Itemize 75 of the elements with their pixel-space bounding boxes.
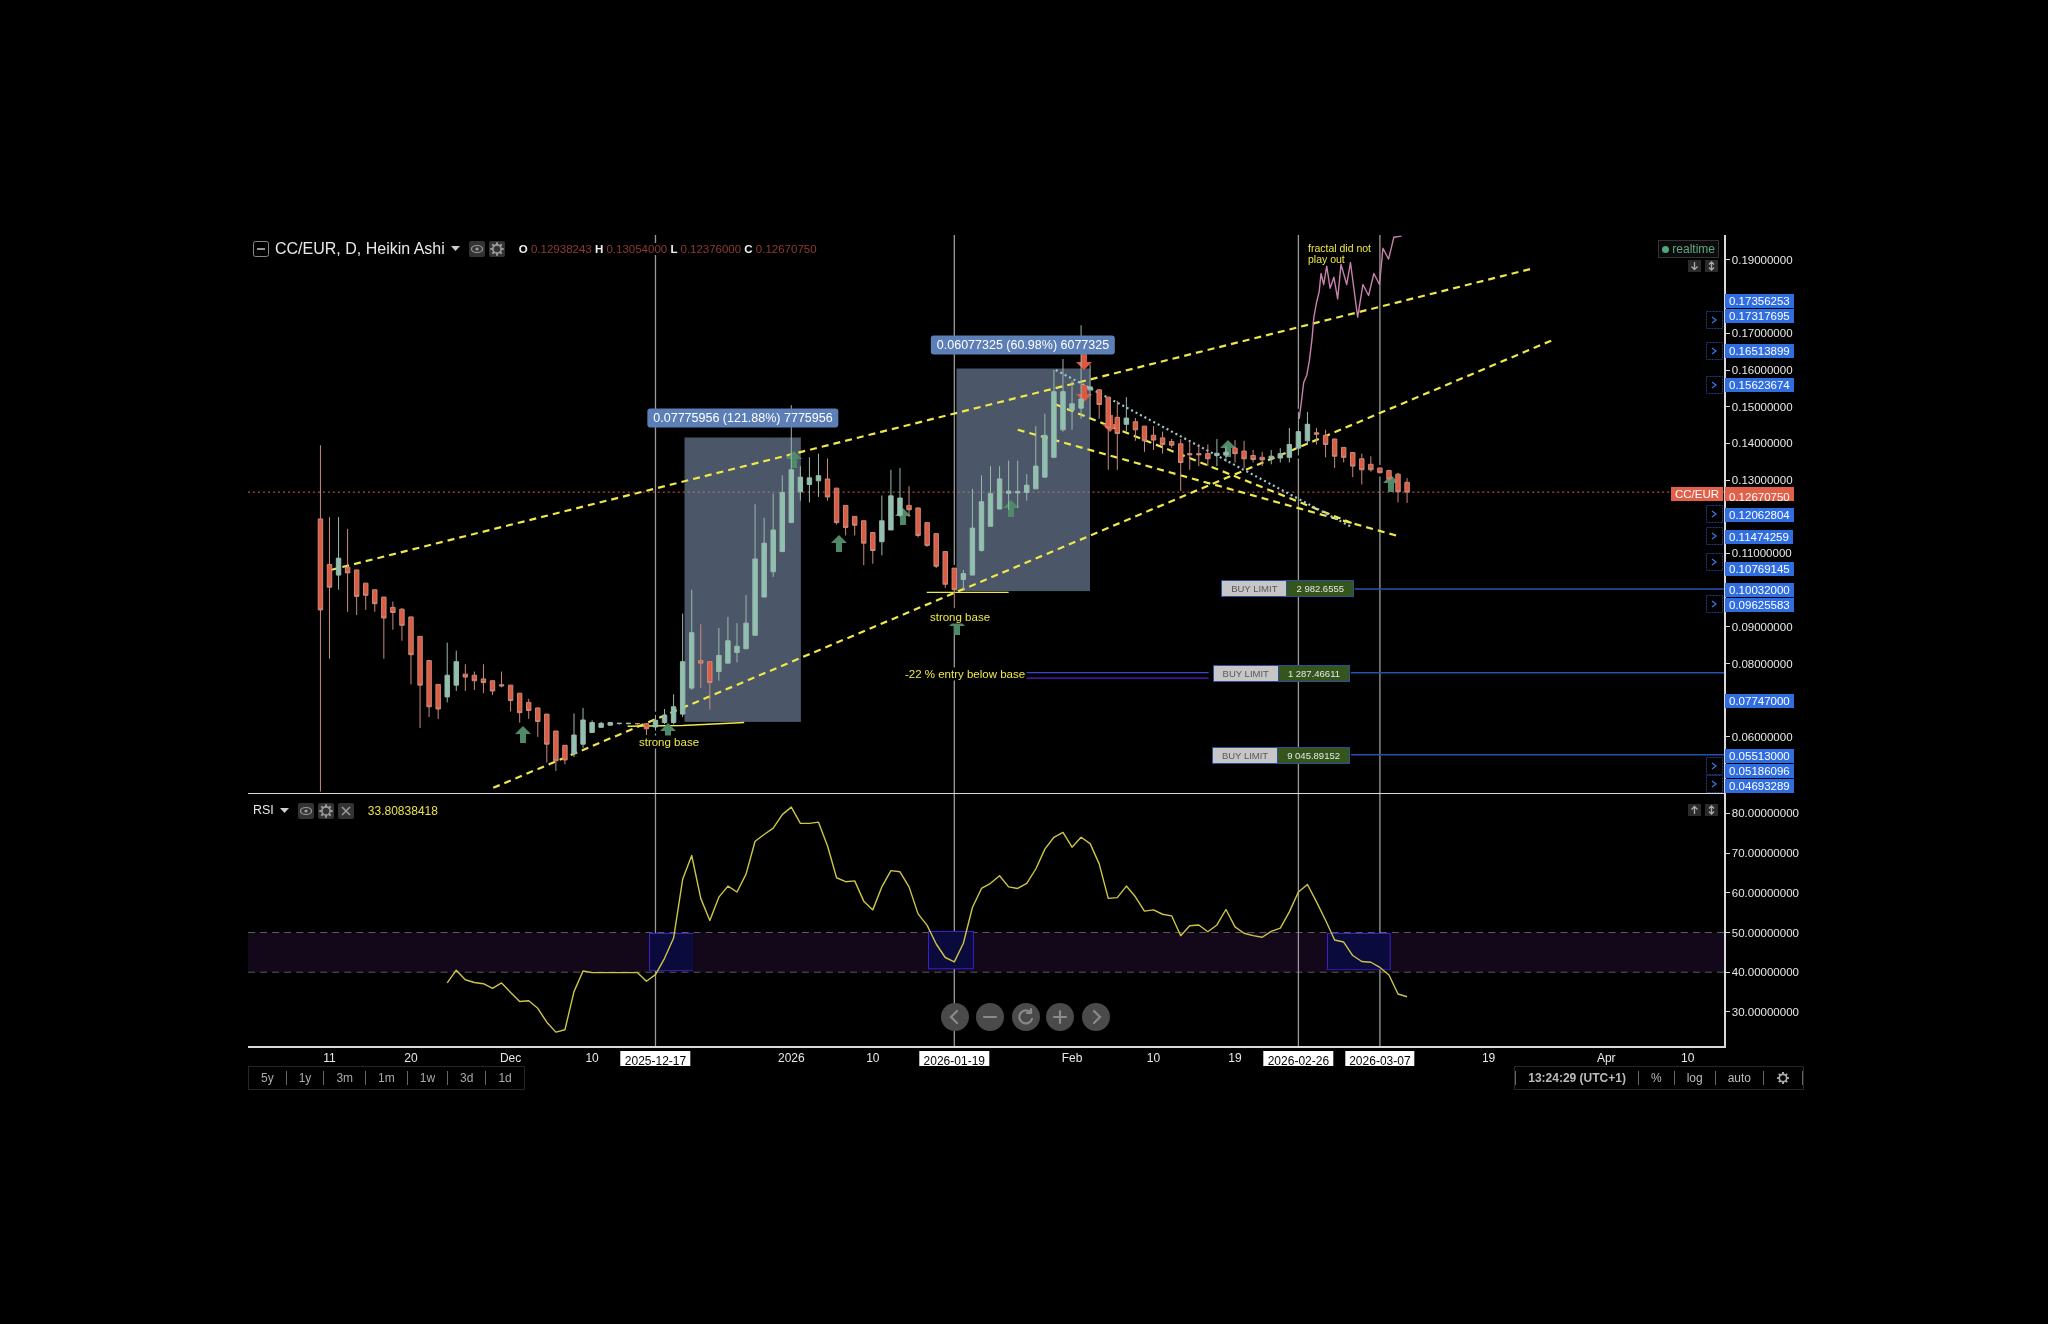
text: 1y xyxy=(298,1071,312,1085)
y-tick-label: 0.06000000 xyxy=(1731,730,1793,743)
text: RSI xyxy=(253,802,274,819)
text: 0.05513000 xyxy=(1725,749,1794,763)
ref-line-label: 2026-03-07 xyxy=(1349,1054,1411,1068)
ref-line-label: 2026-01-19 xyxy=(923,1054,985,1068)
text: 13:24:29 (UTC+1) xyxy=(1528,1071,1626,1085)
text: log xyxy=(1686,1071,1703,1085)
annotation: realtime xyxy=(1672,241,1715,257)
text: 0.05186096 xyxy=(1725,764,1794,778)
text: 0.12062804 xyxy=(1725,508,1794,522)
x-tick-label: 20 xyxy=(404,1050,418,1065)
text: % xyxy=(1650,1071,1662,1085)
x-tick-label: 2026 xyxy=(777,1050,805,1065)
y-tick-label: 60.00000000 xyxy=(1731,886,1799,899)
y-tick-label: 0.17000000 xyxy=(1731,327,1793,340)
x-tick-label: Apr xyxy=(1596,1050,1616,1065)
y-tick-label: 50.00000000 xyxy=(1731,926,1799,939)
chart-title: CC/EUR, D, Heikin Ashi xyxy=(275,239,445,258)
annotation: CC/EUR xyxy=(1670,487,1723,502)
annotation: strong base xyxy=(637,735,701,749)
text: 0.17317695 xyxy=(1725,309,1794,323)
y-tick-label: 0.13000000 xyxy=(1731,474,1793,487)
text: 0.10769145 xyxy=(1725,562,1794,576)
text: 0.09625583 xyxy=(1725,598,1794,612)
text: 0.17356253 xyxy=(1725,294,1794,308)
text: 5y xyxy=(261,1071,274,1085)
text: 3d xyxy=(460,1071,474,1085)
x-tick-label: 10 xyxy=(1681,1050,1695,1065)
ref-line-label: 0.12670750 xyxy=(1729,491,1790,504)
y-tick-label: 30.00000000 xyxy=(1731,1005,1799,1018)
x-tick-label: 10 xyxy=(585,1050,600,1065)
annotation: BUY LIMIT xyxy=(1221,580,1288,597)
text: 0.04693289 xyxy=(1725,779,1794,793)
annotation: 9 045.89152 xyxy=(1278,747,1350,764)
y-tick-label: 70.00000000 xyxy=(1731,847,1799,860)
text: 0.15623674 xyxy=(1725,378,1794,392)
text: 1d xyxy=(498,1071,512,1085)
x-tick-label: 11 xyxy=(323,1050,337,1065)
y-tick-label: 0.14000000 xyxy=(1731,437,1793,450)
text: 33.80838418 xyxy=(365,803,440,818)
y-tick-label: 0.16000000 xyxy=(1731,364,1793,377)
x-tick-label: Feb xyxy=(1061,1050,1083,1065)
x-tick-label: 10 xyxy=(1146,1050,1161,1065)
y-tick-label: 40.00000000 xyxy=(1731,966,1799,979)
text: 0.07747000 xyxy=(1725,694,1794,708)
text: 3m xyxy=(336,1071,354,1085)
ref-line-label: 2025-12-17 xyxy=(624,1054,687,1068)
y-tick-label: 0.15000000 xyxy=(1731,400,1793,413)
text: 0.10032000 xyxy=(1725,583,1794,597)
x-tick-label: 19 xyxy=(1481,1050,1496,1065)
y-tick-label: 80.00000000 xyxy=(1731,807,1799,820)
text: 0.16513899 xyxy=(1725,344,1794,358)
text: O 0.12938243 H 0.13054000 L 0.12376000 C 0.12670750 xyxy=(518,242,817,255)
annotation: 2 982.6555 xyxy=(1287,580,1354,597)
annotation: BUY LIMIT xyxy=(1211,747,1279,764)
annotation: fractal did not play out xyxy=(1308,242,1372,265)
text: 0.11474259 xyxy=(1725,529,1793,544)
ref-line-label: 2026-02-26 xyxy=(1267,1054,1330,1068)
text: 1m xyxy=(378,1071,395,1085)
x-tick-label: 19 xyxy=(1228,1050,1243,1065)
annotation: 1 287.46611 xyxy=(1278,665,1350,682)
x-tick-label: 10 xyxy=(866,1050,880,1065)
y-tick-label: 0.11000000 xyxy=(1731,547,1792,560)
y-tick-label: 0.19000000 xyxy=(1731,253,1793,266)
annotation: strong base xyxy=(928,610,992,624)
y-tick-label: 0.08000000 xyxy=(1731,657,1793,670)
annotation: -22 % entry below base xyxy=(903,667,1027,681)
annotation: 0.06077325 (60.98%) 6077325 xyxy=(930,335,1116,355)
x-tick-label: Dec xyxy=(499,1050,522,1065)
y-tick-label: 0.09000000 xyxy=(1731,620,1793,633)
text: 1w xyxy=(419,1071,436,1085)
annotation: 0.07775956 (121.88%) 7775956 xyxy=(647,408,839,428)
text: auto xyxy=(1727,1071,1751,1085)
annotation: BUY LIMIT xyxy=(1212,665,1279,682)
